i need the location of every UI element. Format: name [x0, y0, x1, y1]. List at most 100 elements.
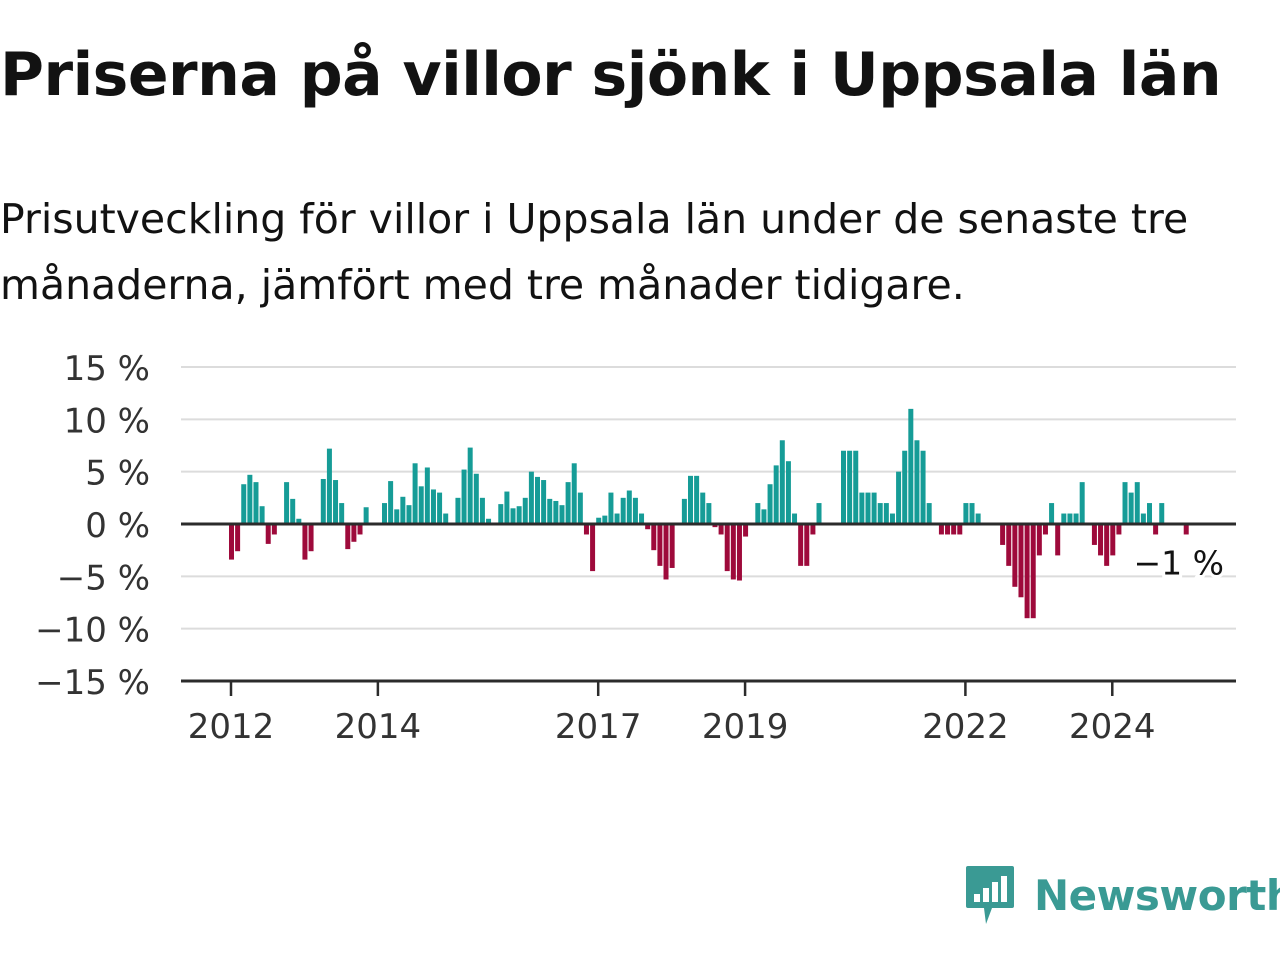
bar [1055, 524, 1061, 556]
bar [235, 524, 241, 552]
bar [730, 524, 736, 580]
bar [1140, 513, 1146, 524]
bars [229, 408, 1189, 619]
bar [265, 524, 271, 544]
bar [1042, 524, 1048, 535]
bar [1073, 513, 1079, 524]
bar [571, 463, 577, 524]
bar [559, 505, 565, 524]
y-tick-label: 15 % [64, 349, 150, 389]
bar [259, 506, 265, 524]
bar [1110, 524, 1116, 556]
bar [938, 524, 944, 535]
bar [761, 509, 767, 524]
bar [926, 503, 932, 524]
bar [461, 469, 467, 524]
bar [963, 503, 969, 524]
bar [792, 513, 798, 524]
bar [1159, 503, 1165, 524]
x-tick-label: 2022 [922, 707, 1009, 747]
bar [816, 503, 822, 524]
y-tick-label: −15 % [35, 663, 150, 703]
bar [394, 509, 400, 524]
bar [284, 482, 290, 524]
bar [712, 524, 718, 528]
bar [743, 524, 749, 537]
bar [847, 450, 853, 524]
bar [657, 524, 663, 566]
bar [1030, 524, 1036, 619]
bar [920, 450, 926, 524]
end-value-label: −1 % [1134, 543, 1225, 582]
bar [547, 498, 553, 524]
bar [418, 486, 424, 524]
bar [1000, 524, 1006, 545]
bar [424, 467, 430, 524]
bar [718, 524, 724, 535]
bar [443, 513, 449, 524]
bar [694, 475, 700, 524]
bar [522, 497, 528, 524]
bar [706, 503, 712, 524]
bar [865, 492, 871, 524]
bar [945, 524, 951, 535]
y-tick-label: 10 % [64, 401, 150, 441]
bar [400, 496, 406, 524]
bar [871, 492, 877, 524]
bar [804, 524, 810, 566]
bar [602, 515, 608, 524]
bar [290, 498, 296, 524]
bar [663, 524, 669, 580]
bar [339, 503, 345, 524]
bar [614, 513, 620, 524]
bar [669, 524, 675, 568]
bar [1128, 492, 1134, 524]
bar [510, 508, 516, 524]
bar-chart: 15 % 10 % 5 % 0 % −5 % −10 % −15 % 2012 2014 2017… [35, 349, 1236, 747]
bar [608, 492, 614, 524]
bar [583, 524, 589, 535]
bar [1183, 524, 1189, 535]
bar [241, 484, 247, 524]
bar [247, 474, 253, 524]
bar [639, 513, 645, 524]
bar [724, 524, 730, 572]
bar [412, 463, 418, 524]
bar [1104, 524, 1110, 566]
bar [681, 498, 687, 524]
bar [736, 524, 742, 581]
bar [455, 497, 461, 524]
bar [565, 482, 571, 524]
bar [430, 489, 436, 524]
x-tick-label: 2014 [335, 707, 422, 747]
gridlines [181, 366, 1236, 630]
bar [590, 524, 596, 572]
bar [333, 480, 339, 524]
bar [271, 524, 277, 535]
bar [908, 408, 914, 524]
bar [951, 524, 957, 535]
bar [688, 475, 693, 524]
bar [473, 473, 479, 524]
bar [535, 476, 540, 524]
brand-logo: Newsworthy [964, 864, 1280, 926]
bar [1018, 524, 1024, 598]
bar [853, 450, 859, 524]
bar [632, 497, 638, 524]
bar [767, 484, 773, 524]
bar [1153, 524, 1159, 535]
x-tick-label: 2012 [188, 707, 275, 747]
bar [516, 506, 522, 524]
bar [1091, 524, 1097, 545]
bar [1116, 524, 1122, 535]
bar [498, 504, 504, 524]
newsworthy-logo-icon [966, 866, 1014, 924]
bar [1122, 482, 1128, 524]
chart-title: Priserna på villor sjönk i Uppsala län [0, 40, 1222, 110]
bar [896, 471, 902, 524]
bar [437, 492, 443, 524]
bar [957, 524, 963, 535]
bar [308, 524, 314, 552]
bar [975, 513, 981, 524]
bar [1049, 503, 1055, 524]
